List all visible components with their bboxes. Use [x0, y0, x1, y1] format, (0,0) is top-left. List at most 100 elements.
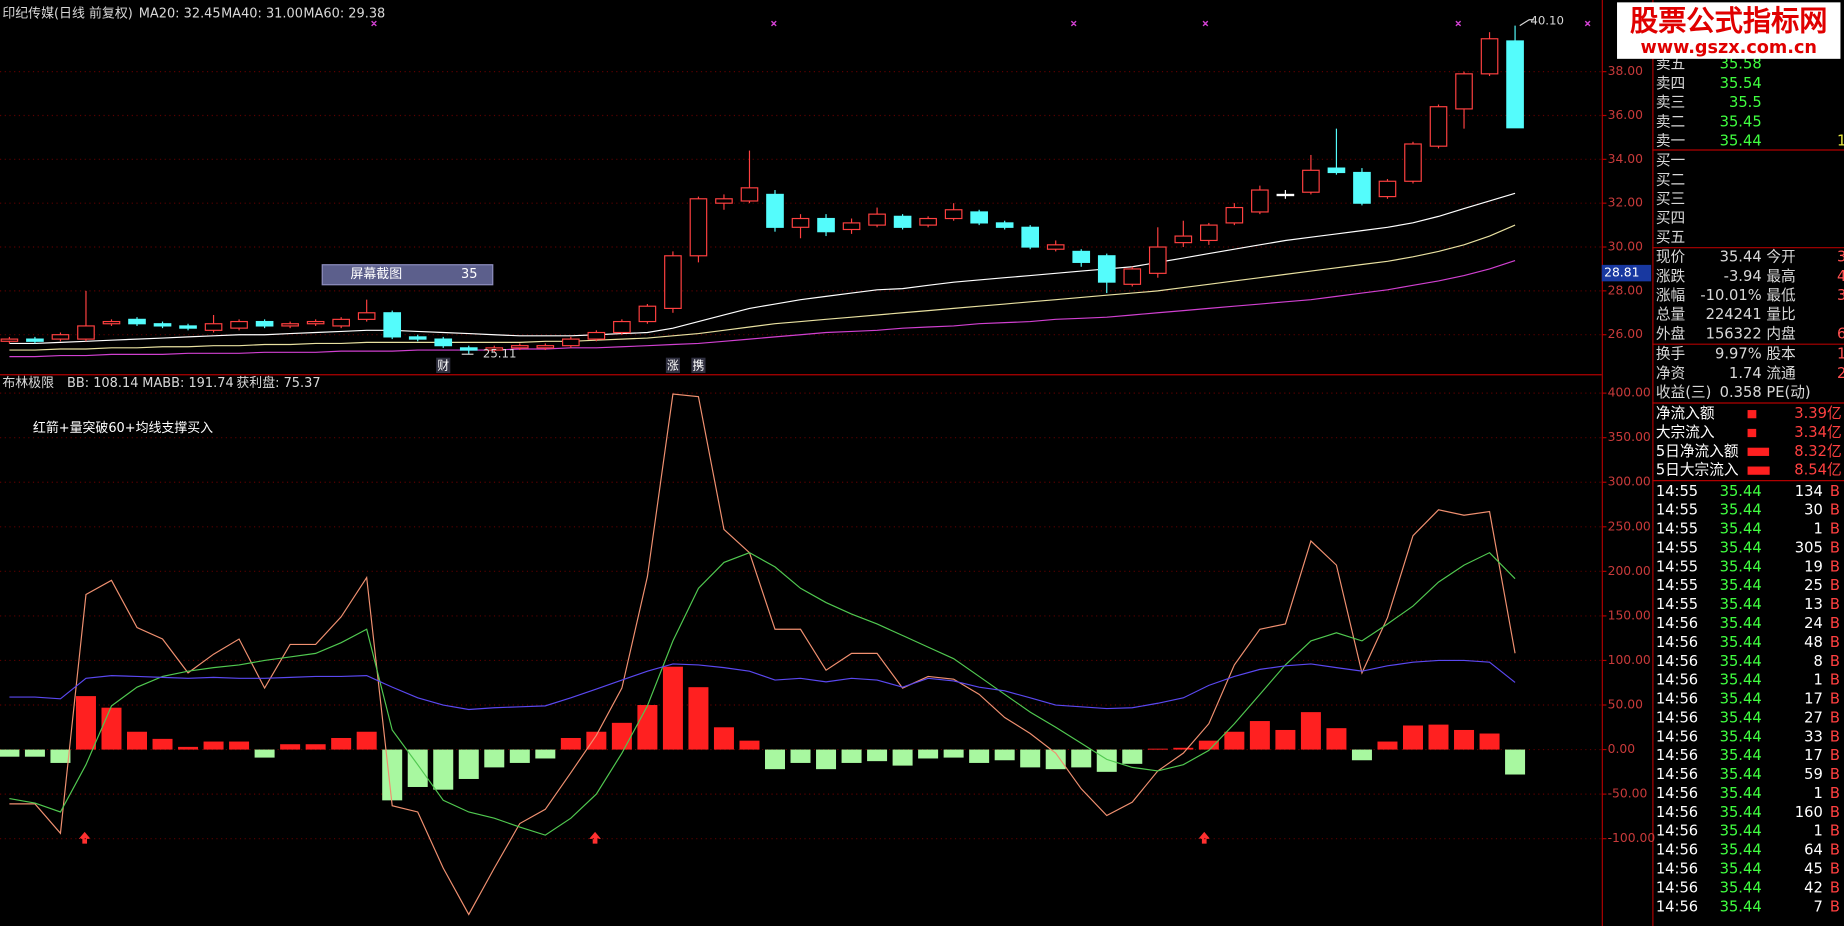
legend-entry: BB: 108.14	[67, 376, 138, 391]
tick-time: 14:56	[1656, 842, 1698, 859]
candle-body	[842, 222, 861, 231]
candle-body	[230, 320, 248, 329]
candle-body	[51, 334, 70, 340]
tick-volume: 48	[1804, 634, 1823, 651]
tick-volume: 1	[1813, 823, 1822, 840]
tick-price: 35.44	[1720, 596, 1762, 613]
tick-side: B	[1830, 747, 1840, 764]
bar	[1249, 721, 1270, 750]
tick-price: 35.44	[1720, 785, 1762, 802]
quote-label: 流通	[1766, 365, 1796, 382]
tick-side: B	[1830, 539, 1840, 556]
candle-body	[1353, 171, 1371, 204]
tick-price: 35.44	[1720, 483, 1762, 500]
bar	[611, 722, 632, 750]
candle-body	[408, 336, 427, 340]
quote-value: 6	[1837, 325, 1844, 342]
tick-side: B	[1830, 898, 1840, 915]
candle-body	[332, 318, 350, 327]
candle-body	[1123, 268, 1142, 285]
quote-label: 最低	[1766, 287, 1796, 304]
top-markers	[371, 20, 1591, 27]
candle-body	[306, 320, 325, 325]
candle-body	[1225, 206, 1244, 224]
bar	[1071, 749, 1092, 768]
candle-body	[204, 323, 223, 331]
bar	[24, 749, 45, 757]
overlay-label: 屏幕截图	[350, 267, 402, 282]
tick-volume: 33	[1804, 728, 1823, 745]
tick-time: 14:56	[1656, 709, 1698, 726]
watermark: 股票公式指标网 www.gszx.com.cn	[1617, 2, 1841, 59]
tick-volume: 19	[1804, 558, 1823, 575]
candle-body	[1378, 180, 1397, 198]
chart-title: 布林极限	[2, 376, 54, 391]
bar	[407, 749, 428, 787]
flow-bar	[1747, 466, 1770, 475]
ask-volume: 1	[1837, 132, 1844, 149]
candle-body	[970, 211, 988, 224]
tick-time: 14:55	[1656, 539, 1698, 556]
bar	[127, 731, 148, 750]
tick-price: 35.44	[1720, 709, 1762, 726]
quote-label: 股本	[1766, 346, 1796, 363]
tick-time: 14:56	[1656, 615, 1698, 632]
candle-body	[1097, 255, 1116, 283]
tick-price: 35.44	[1720, 747, 1762, 764]
ask-label: 卖一	[1656, 132, 1686, 149]
bar	[994, 749, 1015, 761]
tick-price: 35.44	[1720, 691, 1762, 708]
quote-value: 156322	[1706, 325, 1762, 342]
candle-body	[255, 320, 274, 327]
bar	[509, 749, 530, 763]
low-label: 25.11	[483, 347, 517, 361]
y-tick-label: 400.00	[1608, 386, 1651, 400]
tick-volume: 59	[1804, 766, 1823, 783]
tick-side: B	[1830, 879, 1840, 896]
candle-body	[562, 338, 580, 347]
bar	[1377, 741, 1398, 750]
quote-value: 3	[1837, 249, 1844, 266]
candle-body	[383, 312, 402, 338]
tick-time: 14:56	[1656, 634, 1698, 651]
watermark-box	[1617, 2, 1841, 59]
candle-body	[944, 209, 963, 220]
candle-body	[766, 193, 784, 228]
charts: 26.00 28.00 30.00 32.00 34.00 36.00 38.00 印纪传媒(…	[0, 6, 1655, 916]
bar	[1505, 749, 1526, 775]
bar	[535, 749, 556, 759]
tick-side: B	[1830, 634, 1840, 651]
tick-side: B	[1830, 728, 1840, 745]
tick-price: 35.44	[1720, 653, 1762, 670]
ma-line	[9, 224, 1516, 351]
y-tick-label: 300.00	[1608, 475, 1651, 489]
candle-body	[1506, 40, 1524, 129]
candle-body	[1046, 244, 1065, 250]
bar	[1428, 724, 1449, 750]
bar	[943, 749, 964, 758]
candle-body	[357, 312, 376, 320]
signal-arrow	[78, 831, 91, 844]
tick-side: B	[1830, 785, 1840, 802]
ma-line	[9, 192, 1516, 345]
y-tick-label: 26.00	[1608, 327, 1643, 341]
tick-side: B	[1830, 596, 1840, 613]
bar	[1020, 749, 1041, 768]
tick-side: B	[1830, 502, 1840, 519]
ask-price: 35.54	[1720, 75, 1762, 92]
bar	[688, 687, 709, 750]
y-tick-label: 50.00	[1608, 698, 1643, 712]
cursor-price-box	[1601, 264, 1652, 282]
tick-side: B	[1830, 842, 1840, 859]
watermark-title: 股票公式指标网	[1630, 4, 1827, 37]
tick-price: 35.44	[1720, 804, 1762, 821]
bar	[152, 738, 173, 750]
tick-side: B	[1830, 672, 1840, 689]
ask-price: 35.44	[1720, 132, 1762, 149]
tick-price: 35.44	[1720, 634, 1762, 651]
candle-body	[434, 338, 453, 347]
event-label: 财	[437, 358, 449, 372]
candle-body	[1148, 246, 1167, 274]
candle-body	[1404, 143, 1422, 182]
signal-arrow	[589, 831, 601, 844]
